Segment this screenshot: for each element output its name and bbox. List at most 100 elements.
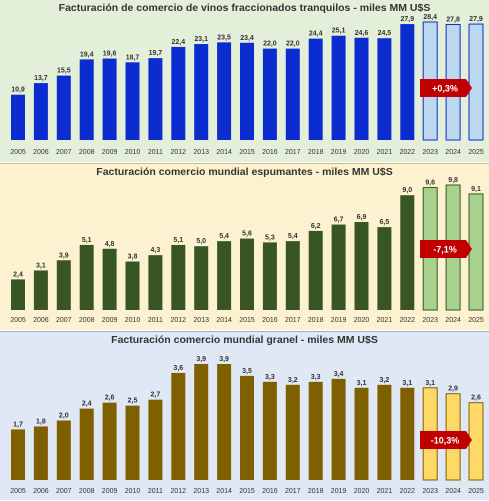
value-label: 22,0: [286, 41, 300, 48]
year-tick-label: 2015: [239, 149, 255, 156]
bar-2012: [171, 372, 186, 480]
bar-2005: [11, 94, 25, 140]
bar-2018: [308, 230, 323, 310]
bar-2017: [285, 48, 300, 140]
value-label: 4,8: [105, 241, 115, 248]
year-tick-label: 2019: [331, 317, 347, 324]
bar-2011: [148, 399, 163, 480]
bar-2019: [331, 35, 346, 140]
value-label: 6,5: [380, 219, 390, 226]
value-label: 27,9: [469, 16, 483, 23]
bar-2016: [262, 381, 277, 480]
year-tick-label: 2021: [377, 317, 393, 324]
bar-2009: [102, 58, 117, 140]
value-label: 2,9: [448, 386, 458, 393]
bar-2015: [240, 375, 254, 480]
bar-2013: [194, 44, 209, 140]
value-label: 2,7: [151, 392, 161, 399]
year-tick-label: 2023: [422, 317, 438, 324]
value-label: 6,9: [357, 214, 367, 221]
growth-badge: [420, 240, 472, 258]
year-tick-label: 2008: [79, 488, 95, 495]
value-label: 18,7: [126, 54, 140, 61]
value-label: 3,9: [196, 356, 206, 363]
growth-badge-label: -10,3%: [431, 436, 460, 446]
bar-2019: [331, 224, 346, 310]
chart-title: Facturación comercio mundial granel - mi…: [111, 334, 378, 346]
year-tick-label: 2009: [102, 317, 118, 324]
chart-title: Facturación de comercio de vinos fraccio…: [58, 2, 431, 14]
year-tick-label: 2014: [216, 149, 232, 156]
bar-2020: [354, 221, 369, 310]
value-label: 22,4: [171, 39, 185, 46]
value-label: 23,4: [240, 35, 254, 42]
bar-2012: [171, 46, 186, 140]
value-label: 15,5: [57, 68, 71, 75]
growth-badge-label: +0,3%: [432, 84, 458, 94]
value-label: 2,0: [59, 413, 69, 420]
bar-chart-svg: 1,7 2005 1,8 2006 2,0 2007 2,4 2008 2,6 2009 2,5 20…: [10, 356, 484, 495]
year-tick-label: 2022: [400, 488, 416, 495]
year-tick-label: 2010: [125, 149, 141, 156]
value-label: 2,6: [471, 395, 481, 402]
year-tick-label: 2022: [400, 149, 416, 156]
year-tick-label: 2022: [400, 317, 416, 324]
bar-2005: [11, 279, 25, 310]
value-label: 4,3: [151, 247, 161, 254]
year-tick-label: 2005: [10, 488, 26, 495]
value-label: 13,7: [34, 75, 48, 82]
year-tick-label: 2011: [148, 488, 163, 495]
year-tick-label: 2010: [125, 488, 141, 495]
bar-2005: [11, 429, 25, 480]
value-label: 3,1: [402, 380, 412, 387]
year-tick-label: 2005: [10, 317, 26, 324]
year-tick-label: 2007: [56, 488, 72, 495]
year-tick-label: 2014: [216, 317, 232, 324]
bar-2018: [308, 38, 323, 140]
year-tick-label: 2015: [239, 317, 255, 324]
value-label: 3,1: [36, 262, 46, 269]
bar-chart-svg: 2,4 2005 3,1 2006 3,9 2007 5,1 2008 4,8 2009 3,8 20…: [10, 177, 484, 324]
value-label: 2,6: [105, 395, 115, 402]
year-tick-label: 2006: [33, 149, 49, 156]
growth-badge-label: -7,1%: [433, 245, 457, 255]
year-tick-label: 2018: [308, 317, 324, 324]
year-tick-label: 2025: [468, 317, 484, 324]
year-tick-label: 2005: [10, 149, 26, 156]
year-tick-label: 2013: [193, 317, 209, 324]
year-tick-label: 2013: [193, 149, 209, 156]
bar-2006: [33, 270, 48, 310]
bar-2018: [308, 381, 323, 480]
year-tick-label: 2007: [56, 149, 72, 156]
bar-2015: [240, 238, 254, 310]
year-tick-label: 2017: [285, 149, 301, 156]
year-tick-label: 2018: [308, 488, 324, 495]
year-tick-label: 2020: [354, 317, 370, 324]
value-label: 3,5: [242, 368, 252, 375]
value-label: 3,1: [425, 380, 435, 387]
year-tick-label: 2023: [422, 149, 438, 156]
year-tick-label: 2006: [33, 488, 49, 495]
value-label: 5,3: [265, 234, 275, 241]
value-label: 3,9: [219, 356, 229, 363]
bar-2006: [33, 426, 48, 480]
value-label: 3,3: [265, 374, 275, 381]
value-label: 3,1: [357, 380, 367, 387]
bar-2008: [79, 408, 94, 480]
bar-2013: [194, 364, 209, 480]
value-label: 6,2: [311, 223, 321, 230]
bar-2019: [331, 378, 346, 480]
year-tick-label: 2010: [125, 317, 141, 324]
bar-2010: [125, 62, 140, 140]
value-label: 9,8: [448, 177, 458, 184]
value-label: 3,8: [128, 254, 138, 261]
value-label: 3,9: [59, 252, 69, 259]
year-tick-label: 2012: [171, 149, 187, 156]
bar-2014: [217, 364, 232, 480]
value-label: 1,7: [13, 421, 23, 428]
bar-2020: [354, 387, 369, 480]
year-tick-label: 2009: [102, 149, 118, 156]
value-label: 24,6: [355, 30, 369, 37]
value-label: 5,0: [196, 238, 206, 245]
year-tick-label: 2012: [171, 317, 187, 324]
